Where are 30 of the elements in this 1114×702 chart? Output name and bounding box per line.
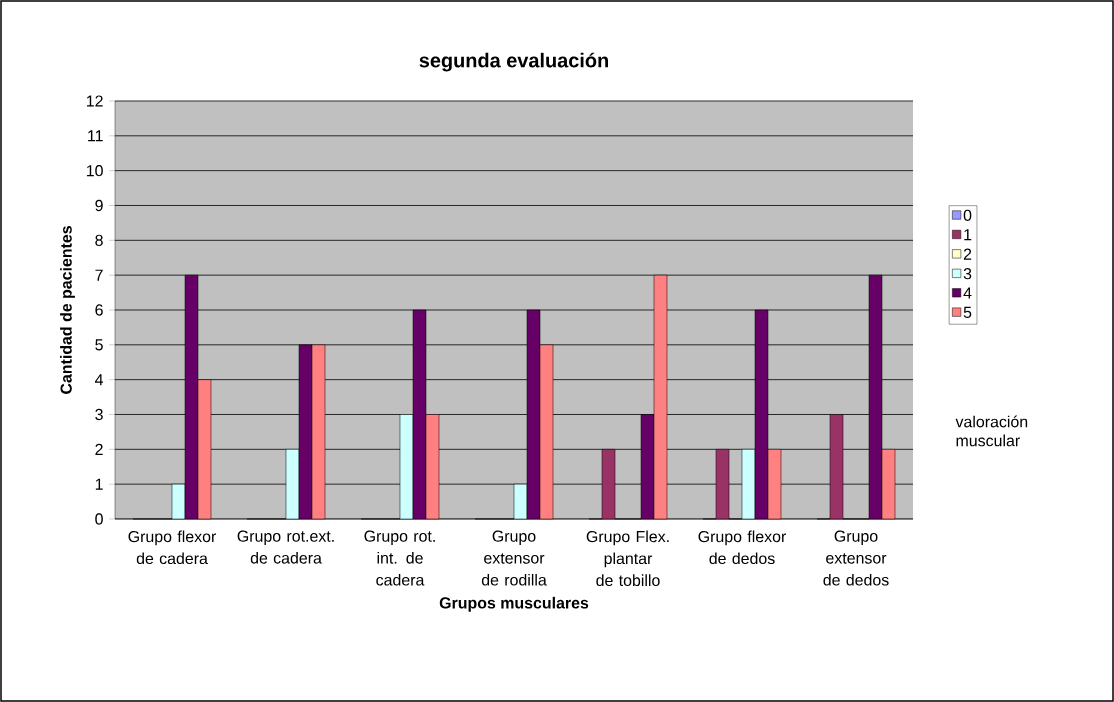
y-tick-label: 4: [94, 374, 104, 386]
chart-title: segunda evaluación: [419, 52, 608, 72]
legend-label: 3: [963, 268, 972, 280]
legend-label: 5: [963, 306, 972, 318]
y-tick-label: 5: [95, 339, 103, 351]
y-tick-label: 9: [95, 199, 103, 212]
y-tick-label: 1: [95, 478, 103, 490]
x-tick-label: Grupo extensor de rodilla: [481, 530, 547, 586]
y-tick-label: 7: [95, 269, 103, 281]
y-tick-label: 6: [95, 304, 103, 316]
x-axis-title: Grupos musculares: [439, 596, 589, 612]
legend-label: 1: [964, 229, 972, 241]
y-tick-label: 11: [88, 130, 103, 142]
y-tick-label: 3: [95, 408, 103, 421]
y-tick-label: 8: [95, 234, 103, 246]
x-tick-label: Grupo rot. int. de cadera: [364, 530, 435, 586]
y-tick-label: 12: [86, 95, 103, 107]
x-tick-label: Grupo flexor de cadera: [128, 530, 217, 565]
y-axis-title: Cantidad de pacientes: [60, 226, 75, 394]
legend-title: valoración muscular: [955, 415, 1028, 447]
x-tick-label: Grupo flexor de dedos: [698, 530, 787, 565]
legend-label: 0: [963, 209, 972, 221]
x-tick-label: Grupo Flex. plantar de tobillo: [586, 530, 669, 587]
legend-label: 2: [963, 248, 972, 260]
x-tick-label: Grupo extensor de dedos: [823, 530, 889, 586]
y-tick-label: 10: [86, 165, 103, 177]
legend-label: 4: [963, 287, 972, 299]
y-tick-label: 2: [95, 443, 103, 455]
x-tick-label: Grupo rot.ext. de cadera: [237, 530, 334, 564]
y-tick-label: 0: [95, 513, 103, 525]
